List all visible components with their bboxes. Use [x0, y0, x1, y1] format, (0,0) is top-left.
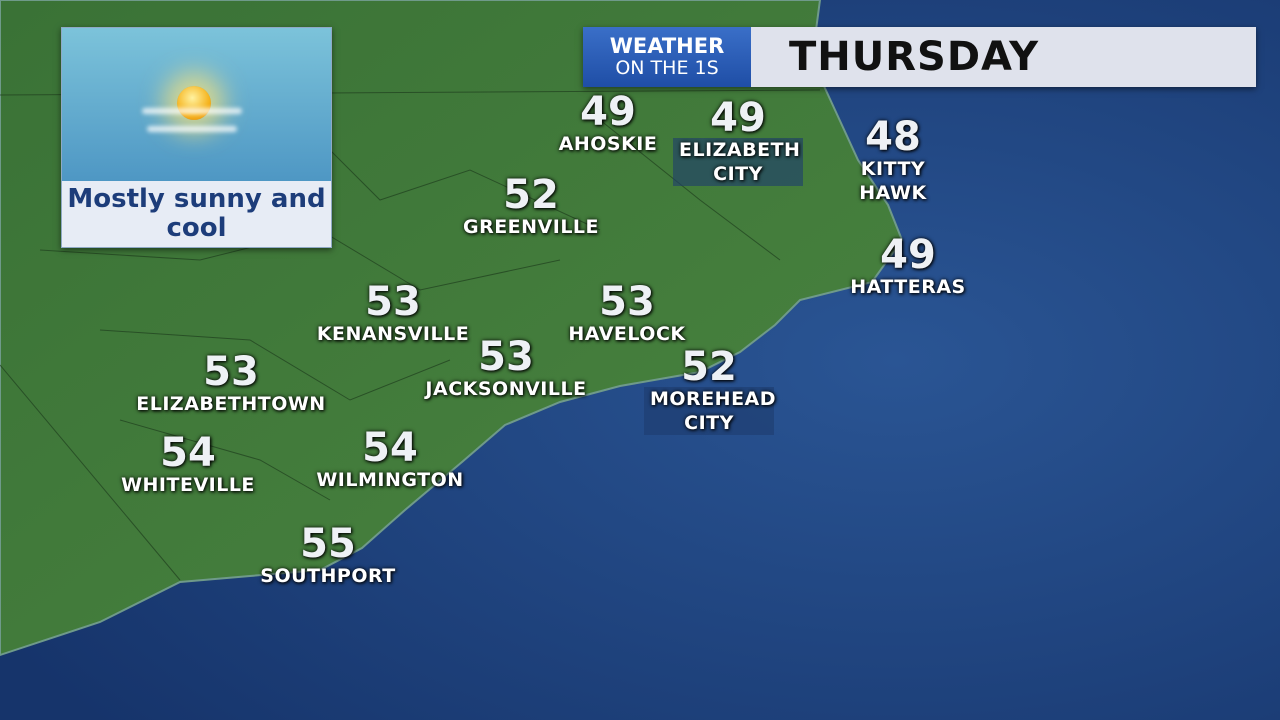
city-label: 53 HAVELOCK: [568, 282, 685, 346]
forecast-day: THURSDAY: [751, 27, 1256, 87]
city-name: MOREHEAD CITY: [644, 387, 776, 435]
city-label: 52 MOREHEAD CITY: [644, 344, 776, 435]
city-temperature: 49: [880, 232, 936, 278]
city-name: JACKSONVILLE: [425, 378, 587, 400]
city-name: WHITEVILLE: [121, 474, 255, 496]
city-label: 55 SOUTHPORT: [260, 524, 395, 588]
city-temperature: 54: [160, 430, 216, 476]
city-temperature: 55: [300, 521, 356, 567]
city-temperature: 49: [710, 95, 766, 141]
city-name: WILMINGTON: [316, 469, 464, 491]
city-label: 49 ELIZABETH CITY: [673, 98, 803, 186]
city-name: KITTY HAWK: [859, 158, 927, 204]
city-temperature: 48: [865, 114, 921, 160]
forecast-caption: Mostly sunny and cool: [62, 181, 331, 247]
city-label: 54 WILMINGTON: [316, 428, 463, 492]
city-temperature: 52: [681, 344, 737, 390]
cloud-icon: [142, 108, 242, 114]
city-temperature: 52: [503, 172, 559, 218]
city-label: 53 JACKSONVILLE: [425, 337, 586, 401]
city-label: 49 HATTERAS: [850, 235, 966, 299]
city-temperature: 53: [599, 279, 655, 325]
city-temperature: 53: [203, 349, 259, 395]
city-name: KENANSVILLE: [316, 323, 470, 345]
city-temperature: 54: [362, 425, 418, 471]
brand-line2: ON THE 1S: [615, 57, 719, 79]
city-label: 48 KITTY HAWK: [848, 117, 938, 205]
city-label: 53 ELIZABETHTOWN: [136, 352, 325, 416]
city-name: AHOSKIE: [558, 133, 658, 155]
city-name: GREENVILLE: [462, 216, 600, 238]
brand-line1: WEATHER: [609, 34, 725, 58]
forecast-panel: Mostly sunny and cool: [61, 27, 332, 248]
sun-icon: [177, 86, 211, 120]
city-temperature: 53: [365, 279, 421, 325]
sky-image: [62, 28, 331, 181]
city-temperature: 53: [478, 334, 534, 380]
title-bar: WEATHER ON THE 1S THURSDAY: [583, 27, 1256, 87]
city-name: ELIZABETH CITY: [673, 138, 803, 186]
weather-on-the-1s-logo: WEATHER ON THE 1S: [583, 27, 751, 87]
city-label: 54 WHITEVILLE: [121, 433, 255, 497]
city-name: SOUTHPORT: [260, 565, 396, 587]
city-name: ELIZABETHTOWN: [136, 393, 326, 415]
city-label: 53 KENANSVILLE: [317, 282, 469, 346]
city-name: HAVELOCK: [568, 323, 686, 345]
city-label: 52 GREENVILLE: [463, 175, 599, 239]
city-label: 49 AHOSKIE: [559, 92, 658, 156]
city-name: HATTERAS: [850, 276, 966, 298]
cloud-icon: [147, 126, 237, 132]
city-temperature: 49: [580, 89, 636, 135]
